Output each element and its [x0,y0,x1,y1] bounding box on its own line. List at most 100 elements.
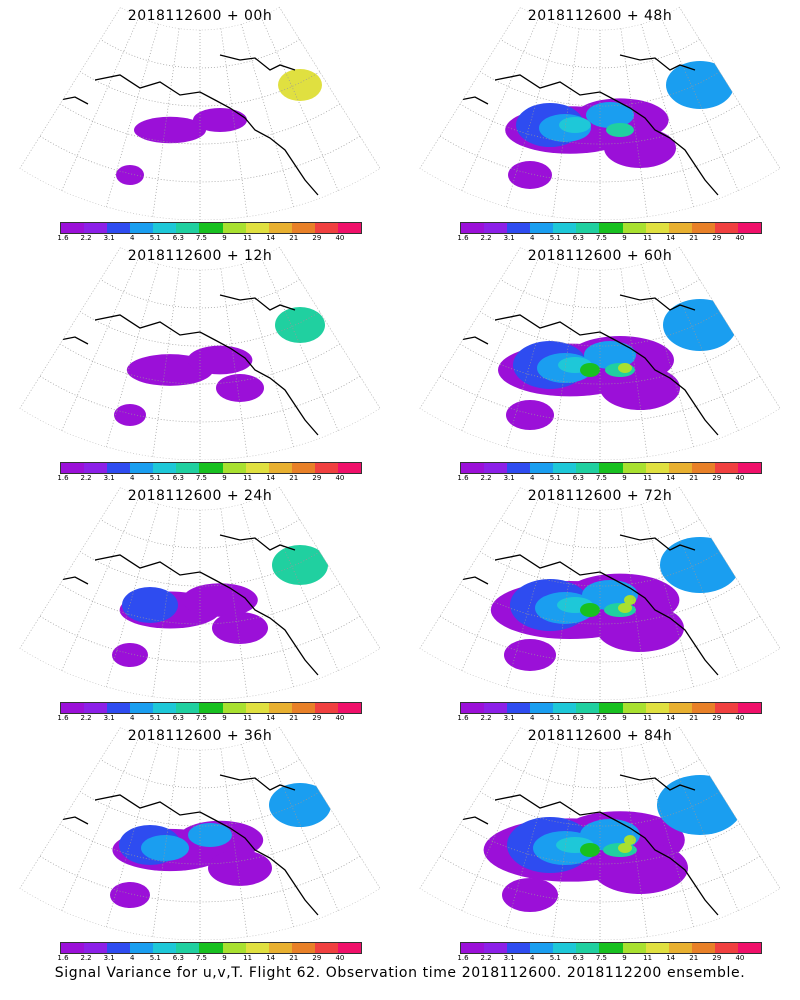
colorbar-tick-label: 4 [129,474,135,482]
colorbar-tick-label: 29 [712,714,722,722]
colorbar-tick-label: 2.2 [80,714,92,722]
variance-contour [504,639,556,671]
forecast-panel: 2018112600 + 48h 1.6 2.2 3.1 4 5.1 6.3 7.5 9 11 14… [400,0,800,245]
colorbar-tick-label: 21 [689,474,699,482]
colorbar-swatch [507,223,531,233]
colorbar-tick-label: 1.6 [457,954,469,962]
colorbar-swatch [691,223,715,233]
parallel-line [439,855,761,903]
colorbar-tick-label: 11 [643,714,653,722]
coastline [439,294,719,436]
colorbar-swatch [130,463,154,473]
colorbar-swatch [645,223,669,233]
colorbar-swatch [84,703,108,713]
colorbar-tick-label: 7.5 [195,954,208,962]
colorbar-tick-label: 11 [243,234,253,242]
map-plot [419,6,781,220]
coastline [39,294,319,436]
colorbar-tick-label: 7.5 [195,474,208,482]
colorbar-swatch [622,943,646,953]
colorbar-swatch [622,463,646,473]
colorbar-swatch [268,703,292,713]
colorbar-swatch [107,703,131,713]
colorbar-swatch [337,703,362,713]
colorbar-tick-label: 6.3 [172,954,184,962]
colorbar-labels: 1.6 2.2 3.1 4 5.1 6.3 7.5 9 11 14 21 29 40 [457,714,760,724]
colorbar-tick-label: 7.5 [195,234,208,242]
colorbar-tick-label: 11 [243,474,253,482]
colorbar [460,462,762,474]
colorbar-swatch [291,463,315,473]
map-plot [419,726,781,940]
colorbar-tick-label: 1.6 [57,954,69,962]
parallel-line [480,551,720,587]
colorbar-tick-label: 6.3 [572,234,584,242]
colorbar-swatch [530,943,554,953]
colorbar-swatch [130,223,154,233]
colorbar-tick-label: 2.2 [480,474,492,482]
colorbar-tick-label: 1.6 [57,474,69,482]
colorbar-swatch [507,463,531,473]
map-boundary [19,726,381,940]
colorbar-swatch [668,463,692,473]
colorbar-tick-label: 14 [666,474,676,482]
variance-contour [182,583,258,617]
variance-contour [580,363,600,377]
variance-contour [624,835,636,845]
variance-contour [141,835,189,861]
colorbar-tick-label: 6.3 [572,474,584,482]
colorbar-tick-label: 2.2 [480,954,492,962]
map-boundary [419,486,781,700]
colorbar-tick-label: 3.1 [103,474,115,482]
variance-contour [208,850,272,886]
coastline [39,534,319,676]
colorbar-swatch [61,943,85,953]
colorbar-swatch [245,943,269,953]
colorbar-tick-label: 9 [622,954,627,962]
colorbar-tick-label: 4 [129,234,135,242]
colorbar-tick-label: 3.1 [503,954,515,962]
colorbar-swatch [691,943,715,953]
colorbar-tick-label: 21 [289,714,299,722]
panel-title: 2018112600 + 60h [527,248,673,264]
variance-contour [606,123,634,137]
colorbar-tick-label: 40 [335,234,345,242]
colorbar-swatch [599,943,623,953]
variance-contour [216,374,264,402]
colorbar-tick-label: 21 [289,954,299,962]
parallel-line [39,135,361,183]
colorbar-tick-label: 4 [529,474,535,482]
map-plot [19,486,381,700]
colorbar-tick-label: 5.1 [549,234,561,242]
colorbar-swatch [461,943,485,953]
colorbar-swatch [153,703,177,713]
colorbar-swatch [268,463,292,473]
parallel-line [500,279,700,309]
meridian-line [260,256,339,431]
colorbar-labels: 1.6 2.2 3.1 4 5.1 6.3 7.5 9 11 14 21 29 40 [457,234,760,244]
colorbar-swatch [107,463,131,473]
colorbar-swatch [530,703,554,713]
colorbar-tick-label: 3.1 [503,714,515,722]
colorbar-tick-label: 4 [129,714,135,722]
colorbar-labels: 1.6 2.2 3.1 4 5.1 6.3 7.5 9 11 14 21 29 40 [457,474,760,484]
colorbar-tick-label: 9 [222,954,227,962]
colorbar [460,942,762,954]
colorbar-tick-label: 1.6 [457,234,469,242]
coastline [439,774,719,916]
colorbar-tick-label: 9 [622,234,627,242]
panel-title: 2018112600 + 72h [527,488,673,504]
colorbar-tick-label: 1.6 [457,474,469,482]
panel-title: 2018112600 + 36h [127,728,273,744]
colorbar-swatch [291,943,315,953]
variance-contour [272,545,328,585]
colorbar-tick-label: 14 [666,234,676,242]
colorbar-swatch [668,223,692,233]
colorbar-tick-label: 9 [222,234,227,242]
parallel-line [459,343,741,385]
forecast-panel: 2018112600 + 00h 1.6 2.2 3.1 4 5.1 6.3 7.5 9 11 14… [0,0,400,245]
colorbar-swatch [222,703,246,713]
parallel-line [80,311,320,347]
colorbar-tick-label: 29 [312,474,322,482]
map-plot [19,246,381,460]
